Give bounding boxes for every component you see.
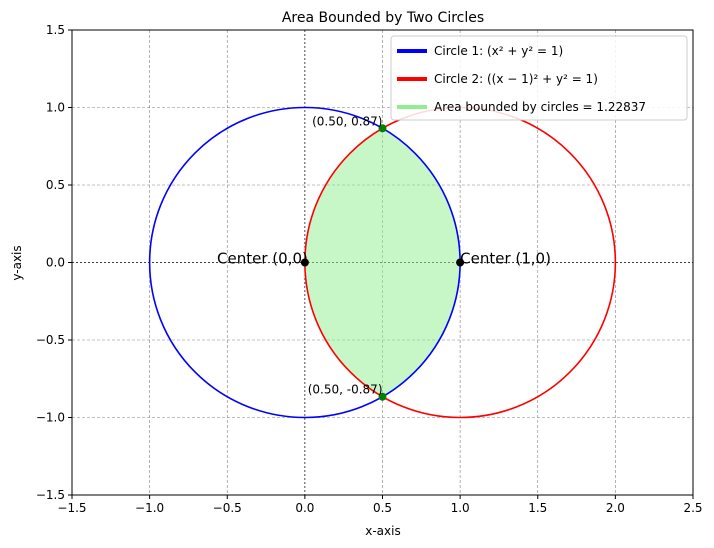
ticks: −1.5 −1.0 −0.5 0.0 0.5 1.0 1.5 2.0 2.5 −1.5 −1.0 −0… xyxy=(36,23,703,515)
legend-entry-circle-2-label: Circle 2: ((x − 1)² + y² = 1) xyxy=(434,72,598,86)
legend-entry-circle-1-label: Circle 1: (x² + y² = 1) xyxy=(434,44,563,58)
x-tick-label: 2.5 xyxy=(683,501,702,515)
y-axis-label: y-axis xyxy=(10,245,24,280)
x-tick-label: 2.0 xyxy=(606,501,625,515)
center-label: Center (0,0) xyxy=(217,250,308,268)
y-tick-label: −1.5 xyxy=(36,488,65,502)
center-point xyxy=(300,258,309,267)
bounded-area xyxy=(304,128,461,397)
legend: Circle 1: (x² + y² = 1) Circle 2: ((x − 1… xyxy=(390,35,688,121)
intersection-label: (0.50, -0.87) xyxy=(308,383,383,397)
center-point xyxy=(456,258,465,267)
center-label: Center (1,0) xyxy=(460,250,551,268)
y-tick-label: −1.0 xyxy=(36,411,65,425)
x-tick-label: 0.0 xyxy=(295,501,314,515)
y-tick-label: 1.0 xyxy=(46,101,65,115)
x-tick-label: 1.0 xyxy=(451,501,470,515)
chart-title: Area Bounded by Two Circles xyxy=(282,10,484,26)
x-tick-label: 1.5 xyxy=(528,501,547,515)
intersection-label: (0.50, 0.87) xyxy=(312,114,382,128)
intersection-point xyxy=(378,392,387,401)
plot-area: (0.50, 0.87) (0.50, -0.87) Center (0,0) Cen… xyxy=(148,106,617,419)
x-tick-label: −1.0 xyxy=(135,501,164,515)
y-tick-label: −0.5 xyxy=(36,333,65,347)
x-tick-label: −0.5 xyxy=(213,501,242,515)
legend-entry-area-label: Area bounded by circles = 1.22837 xyxy=(434,100,646,114)
y-tick-label: 0.0 xyxy=(46,256,65,270)
intersection-point xyxy=(378,124,387,133)
x-tick-label: 0.5 xyxy=(373,501,392,515)
x-axis-label: x-axis xyxy=(365,524,400,538)
x-tick-label: −1.5 xyxy=(57,501,86,515)
y-tick-label: 0.5 xyxy=(46,178,65,192)
legend-box xyxy=(390,35,688,121)
y-tick-label: 1.5 xyxy=(46,23,65,37)
